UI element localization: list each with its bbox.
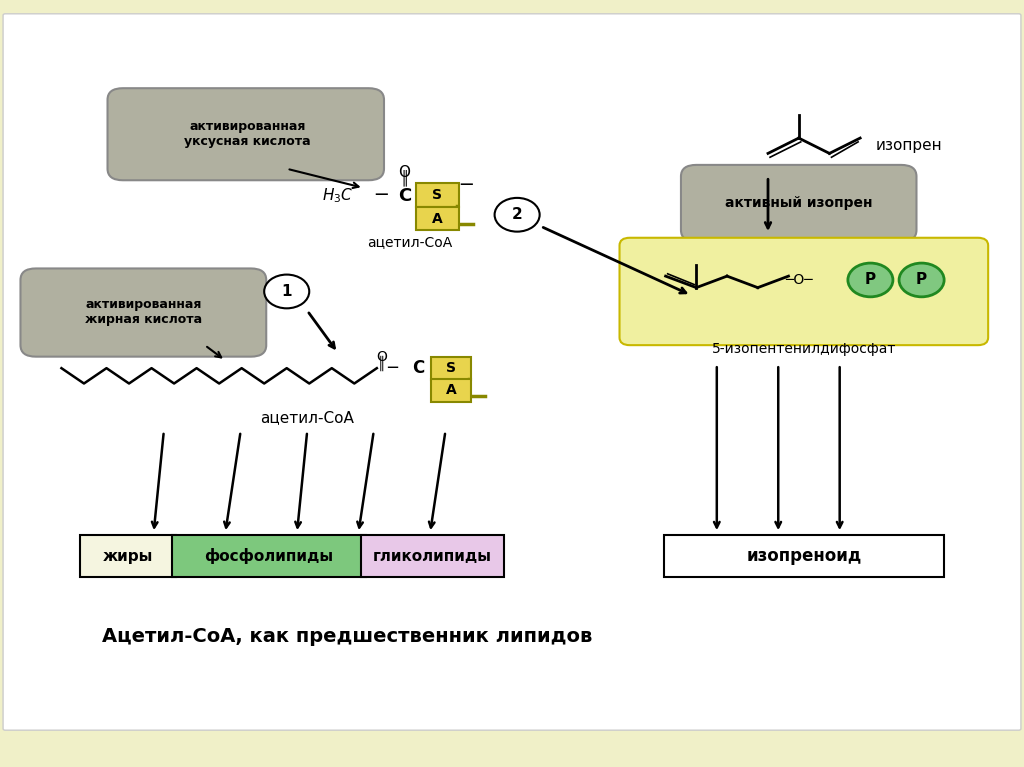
Text: S: S — [446, 361, 456, 375]
Text: O: O — [377, 350, 387, 364]
Circle shape — [495, 198, 540, 232]
FancyBboxPatch shape — [108, 88, 384, 180]
FancyBboxPatch shape — [416, 207, 459, 230]
Text: ─: ─ — [387, 359, 397, 377]
Circle shape — [899, 263, 944, 297]
Text: 1: 1 — [282, 284, 292, 299]
Text: O: O — [398, 165, 411, 180]
Circle shape — [264, 275, 309, 308]
FancyBboxPatch shape — [681, 165, 916, 242]
FancyBboxPatch shape — [361, 535, 504, 577]
FancyBboxPatch shape — [20, 268, 266, 357]
Text: A: A — [445, 384, 457, 397]
Text: фосфолипиды: фосфолипиды — [204, 548, 334, 564]
FancyBboxPatch shape — [664, 535, 944, 577]
FancyBboxPatch shape — [431, 357, 471, 380]
Text: гликолипиды: гликолипиды — [373, 548, 493, 564]
Text: P: P — [916, 272, 927, 288]
Text: 2: 2 — [512, 207, 522, 222]
FancyBboxPatch shape — [3, 14, 1021, 730]
FancyBboxPatch shape — [80, 535, 176, 577]
Text: ацетил-СоА: ацетил-СоА — [260, 410, 354, 426]
Text: изопреноид: изопреноид — [746, 547, 861, 565]
Text: ─: ─ — [375, 186, 387, 205]
Text: ацетил-СоА: ацетил-СоА — [367, 235, 453, 249]
Text: активированная
уксусная кислота: активированная уксусная кислота — [184, 120, 311, 148]
Text: $H_3C$: $H_3C$ — [323, 186, 353, 205]
Text: ─: ─ — [460, 176, 472, 195]
FancyBboxPatch shape — [620, 238, 988, 345]
Text: P: P — [865, 272, 876, 288]
FancyBboxPatch shape — [416, 183, 459, 207]
FancyBboxPatch shape — [431, 379, 471, 402]
Text: 5-изопентенилдифосфат: 5-изопентенилдифосфат — [712, 342, 896, 356]
Text: C: C — [412, 359, 424, 377]
Text: ─O─: ─O─ — [785, 273, 812, 287]
Text: активный изопрен: активный изопрен — [725, 196, 872, 210]
Text: S: S — [432, 188, 442, 202]
Circle shape — [848, 263, 893, 297]
Text: ║: ║ — [400, 170, 409, 186]
Text: C: C — [398, 186, 411, 205]
Text: жиры: жиры — [102, 548, 154, 564]
FancyBboxPatch shape — [172, 535, 366, 577]
Text: активированная
жирная кислота: активированная жирная кислота — [85, 298, 202, 326]
Text: Ацетил-СоА, как предшественник липидов: Ацетил-СоА, как предшественник липидов — [102, 627, 593, 646]
Text: ║: ║ — [378, 355, 386, 370]
Text: изопрен: изопрен — [876, 138, 942, 153]
Text: A: A — [432, 212, 442, 225]
